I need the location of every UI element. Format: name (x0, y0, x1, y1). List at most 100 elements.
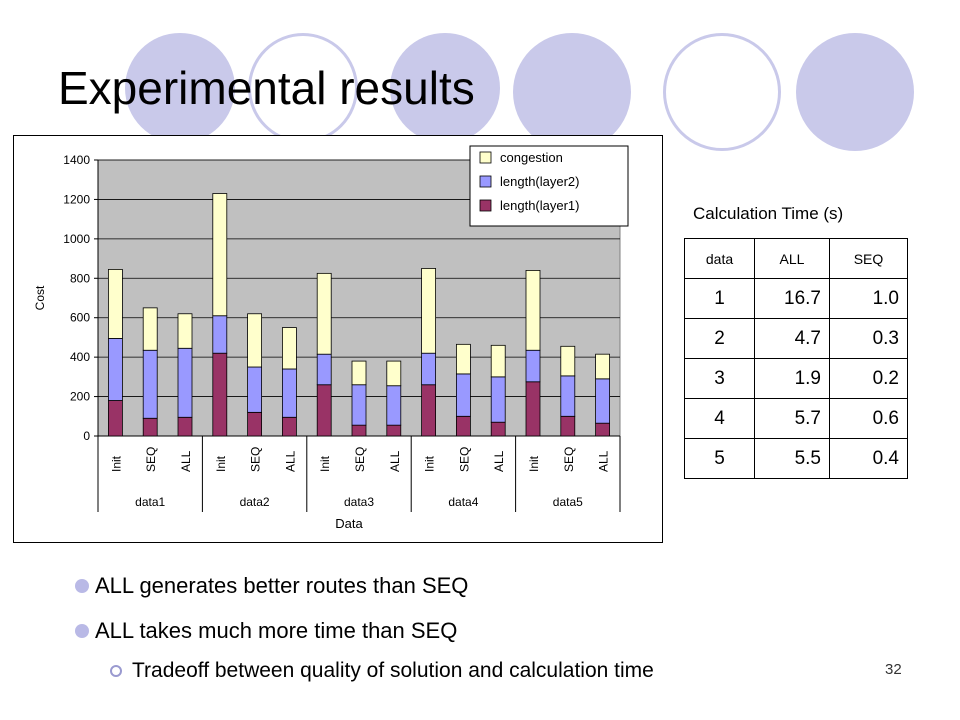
cell-seq: 0.6 (829, 398, 908, 439)
legend-swatch (479, 199, 492, 212)
x-axis-title: Data (335, 516, 363, 531)
bar-segment (386, 385, 402, 426)
y-tick-label: 800 (70, 271, 90, 285)
group-label: data2 (240, 495, 270, 509)
header-data: data (684, 238, 755, 279)
bar-segment (490, 344, 506, 378)
y-tick-label: 0 (83, 429, 90, 443)
bar-segment (108, 338, 123, 401)
bar-segment (525, 269, 541, 351)
bar-segment (525, 381, 541, 437)
decor-circle-6 (796, 33, 914, 151)
bar-segment (560, 375, 576, 417)
bar-segment (386, 360, 402, 387)
table-row: 1 16.7 1.0 (684, 278, 908, 319)
cell-all: 1.9 (754, 358, 830, 399)
cell-all: 5.5 (754, 438, 830, 479)
table-row: 3 1.9 0.2 (684, 358, 908, 399)
bar-segment (316, 384, 332, 437)
bar-segment (560, 345, 576, 377)
x-tick-label: ALL (179, 450, 193, 472)
cell-seq: 0.4 (829, 438, 908, 479)
bar-segment (108, 269, 123, 339)
x-tick-label: SEQ (457, 447, 471, 472)
bar-segment (177, 347, 193, 418)
legend-label: length(layer1) (500, 198, 580, 213)
bar-segment (247, 313, 263, 368)
y-tick-label: 600 (70, 311, 90, 325)
page-number: 32 (885, 661, 902, 678)
legend-swatch (479, 151, 492, 164)
bar-segment (142, 307, 158, 351)
bar-segment (177, 416, 193, 437)
bar-segment (386, 424, 402, 437)
slide-title: Experimental results (58, 62, 475, 114)
decor-circle-5 (663, 33, 781, 151)
calc-table-title: Calculation Time (s) (693, 204, 844, 223)
legend-swatch (479, 175, 492, 188)
cost-chart-svg: 0 200 400 600 800 1000 1200 1400 Init SEQ ALL Init S… (33, 145, 629, 531)
cost-chart: 0 200 400 600 800 1000 1200 1400 Init SEQ ALL Init S… (13, 135, 663, 543)
decor-circle-4 (513, 33, 631, 151)
bar-segment (142, 417, 158, 437)
bar-segment (316, 272, 332, 355)
cell-all: 5.7 (754, 398, 830, 439)
calc-table-header-row: data ALL SEQ (684, 238, 908, 279)
cell-all: 4.7 (754, 318, 830, 359)
bar-segment (595, 353, 610, 380)
table-row: 2 4.7 0.3 (684, 318, 908, 359)
x-tick-label: ALL (492, 450, 506, 472)
sub-bullet-text: Tradeoff between quality of solution and… (132, 659, 654, 682)
group-label: data1 (135, 495, 165, 509)
calc-time-table: data ALL SEQ 1 16.7 1.0 2 4.7 0.3 3 1.9 … (684, 238, 908, 479)
bar-segment (281, 327, 297, 370)
decor-circle-1 (125, 33, 235, 143)
x-tick-label: Init (423, 455, 437, 472)
bullet-dot-icon (75, 624, 89, 638)
bar-segment (212, 315, 228, 354)
bar-segment (351, 384, 367, 426)
bar-segment (455, 343, 471, 375)
x-tick-label: SEQ (249, 447, 263, 472)
x-tick-label: Init (318, 455, 332, 472)
group-label: data3 (344, 495, 374, 509)
x-tick-label: Init (214, 455, 228, 472)
bar-segment (281, 416, 297, 437)
x-tick-label: ALL (388, 450, 402, 472)
bar-segment (212, 193, 228, 317)
y-tick-label: 1200 (63, 192, 90, 206)
table-row: 4 5.7 0.6 (684, 398, 908, 439)
bar-segment (281, 368, 297, 418)
bar-segment (142, 349, 158, 419)
bar-segment (455, 373, 471, 417)
bar-segment (316, 353, 332, 386)
x-tick-label: SEQ (562, 447, 576, 472)
bar-segment (560, 415, 576, 437)
group-label: data4 (448, 495, 478, 509)
cell-data: 4 (684, 398, 755, 439)
bullet-dot-icon (75, 579, 89, 593)
y-tick-label: 200 (70, 390, 90, 404)
bar-segment (595, 378, 610, 424)
bar-segment (247, 366, 263, 413)
bar-segment (351, 424, 367, 437)
cell-data: 2 (684, 318, 755, 359)
bar-segment (455, 415, 471, 437)
y-axis-title: Cost (33, 285, 47, 310)
bar-segment (421, 384, 437, 437)
x-tick-label: SEQ (353, 447, 367, 472)
table-row: 5 5.5 0.4 (684, 438, 908, 479)
bar-segment (247, 411, 263, 437)
x-tick-label: Init (109, 455, 123, 472)
legend-box (469, 145, 629, 227)
cell-all: 16.7 (754, 278, 830, 319)
legend-label: length(layer2) (500, 174, 580, 189)
group-label: data5 (553, 495, 583, 509)
sub-bullet-ring-icon (110, 665, 122, 677)
x-tick-label: Init (527, 455, 541, 472)
cell-data: 3 (684, 358, 755, 399)
decor-circle-3 (390, 33, 500, 143)
y-tick-label: 1400 (63, 153, 90, 167)
legend-label: congestion (500, 150, 563, 165)
bullet-text: ALL takes much more time than SEQ (95, 618, 458, 643)
